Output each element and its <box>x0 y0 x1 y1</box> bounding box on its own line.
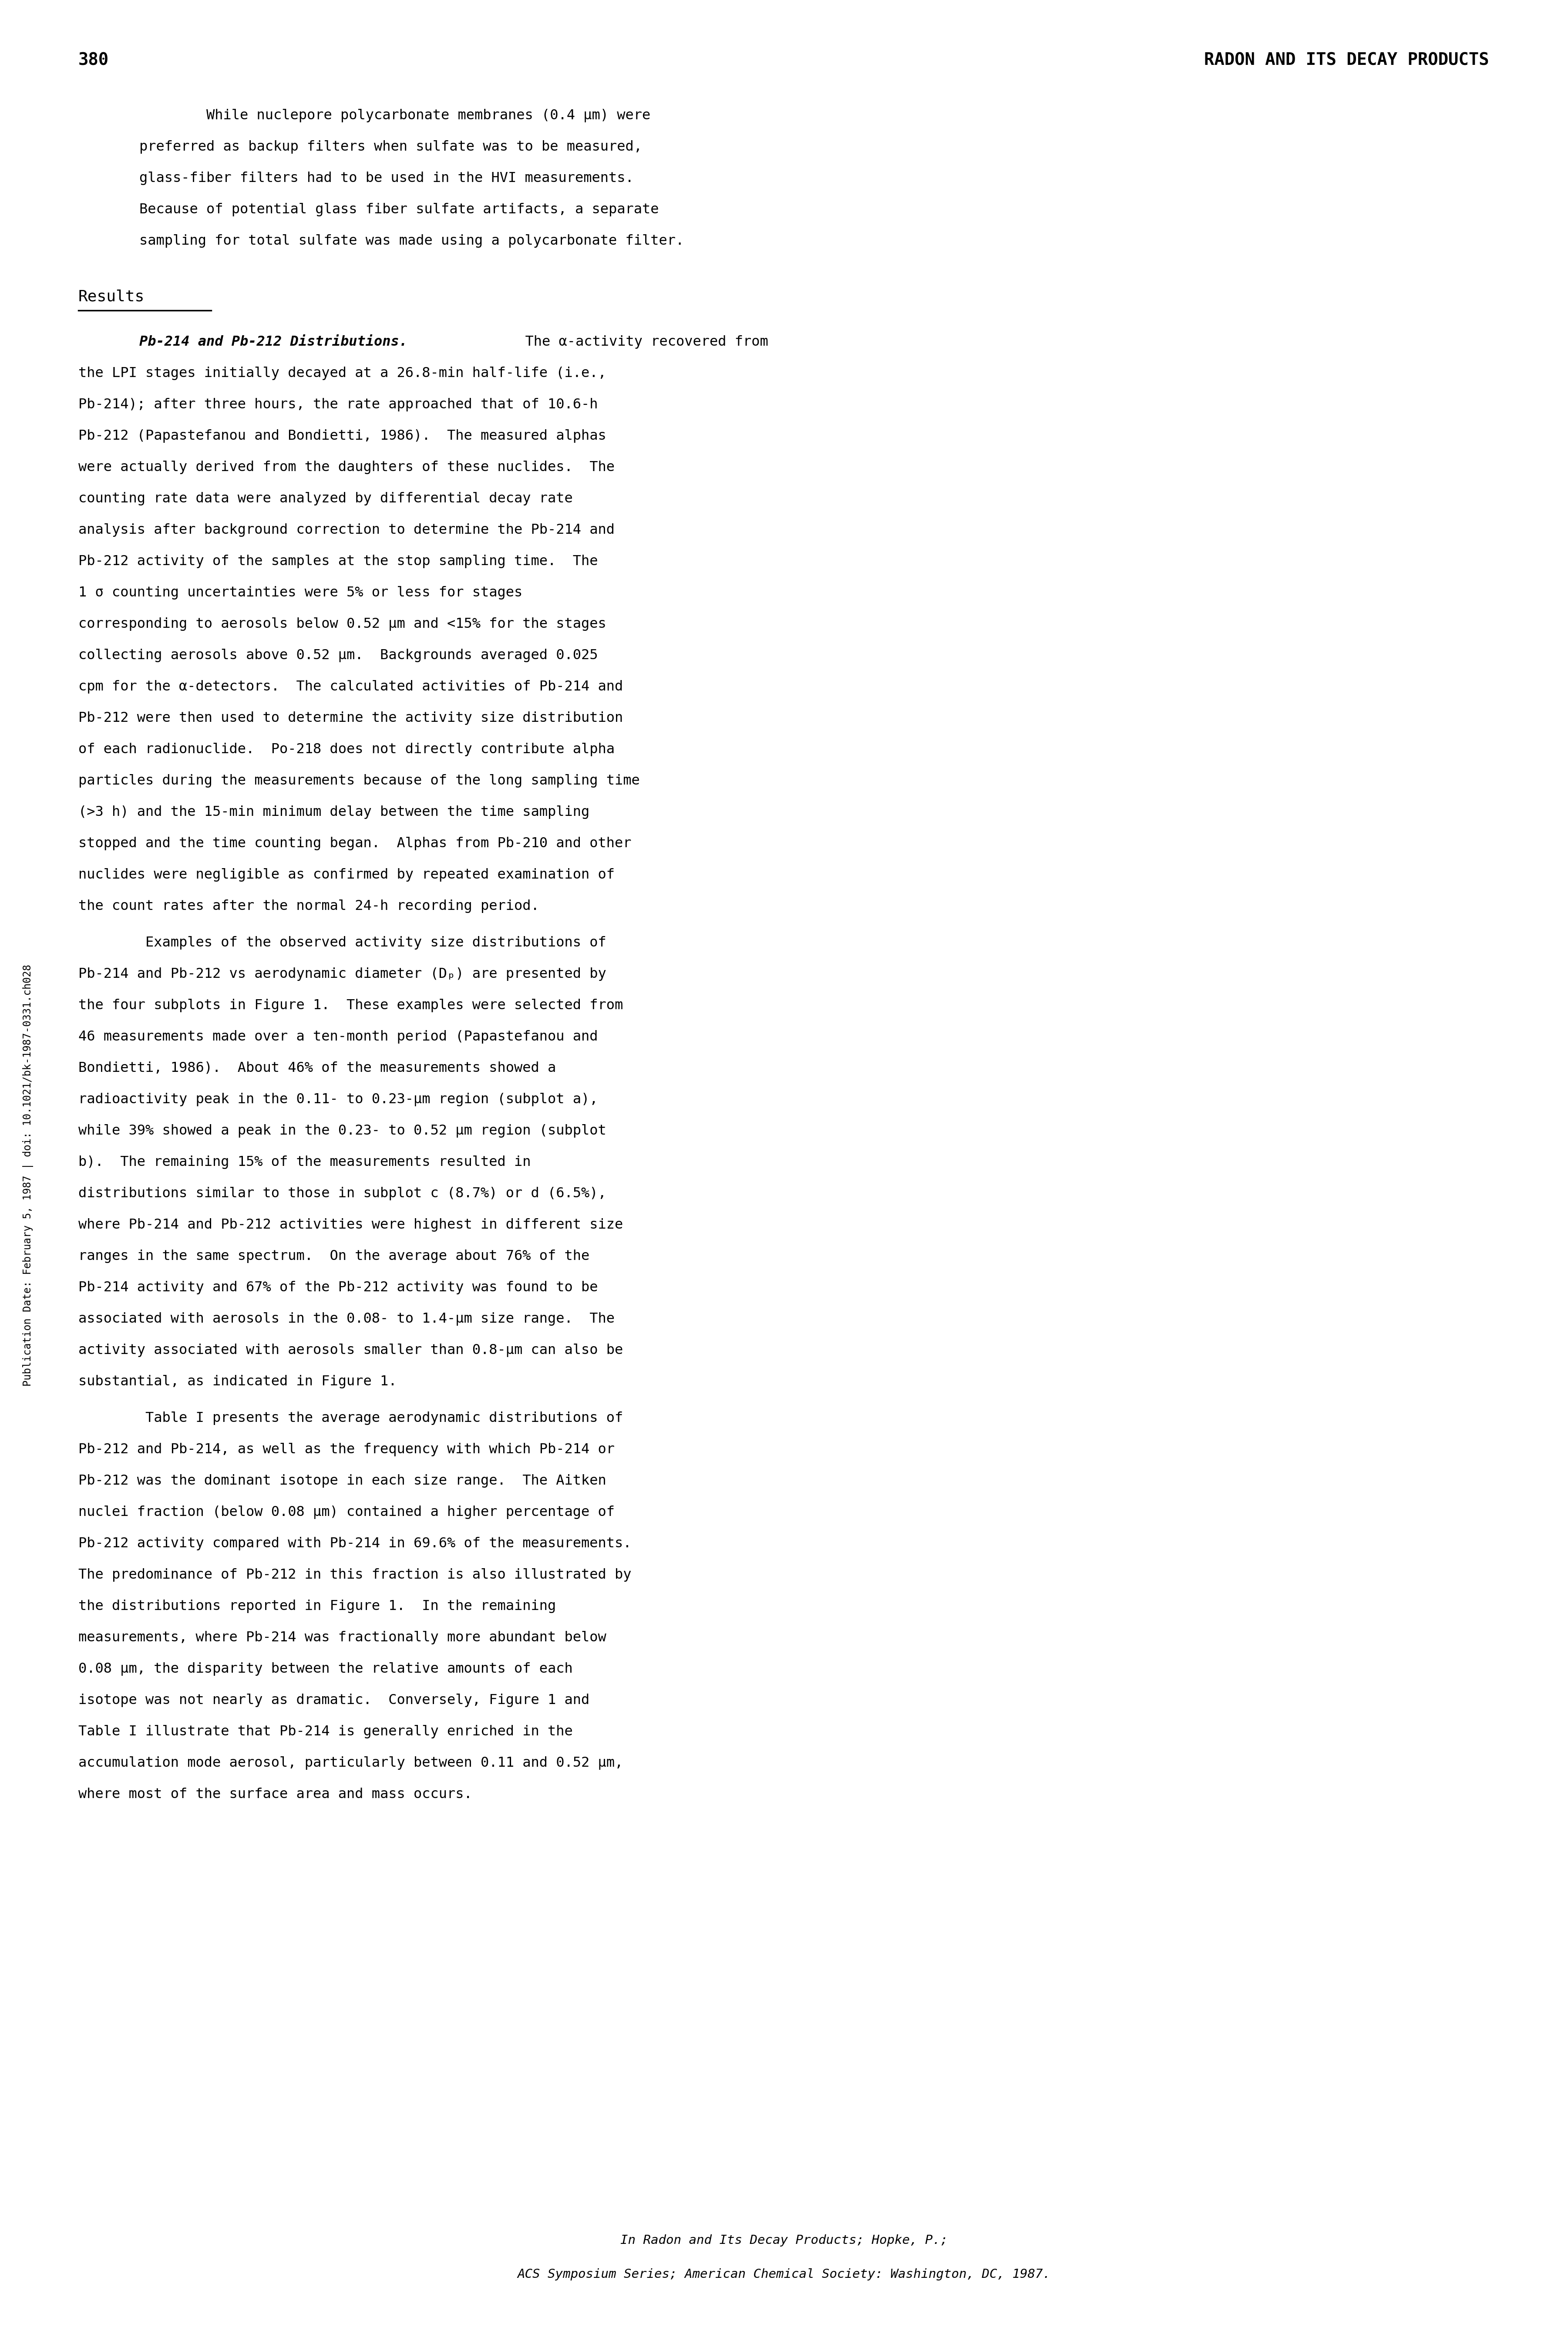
Text: of each radionuclide.  Po-218 does not directly contribute alpha: of each radionuclide. Po-218 does not di… <box>78 743 615 757</box>
Text: while 39% showed a peak in the 0.23- to 0.52 μm region (subplot: while 39% showed a peak in the 0.23- to … <box>78 1124 607 1138</box>
Text: glass-fiber filters had to be used in the HVI measurements.: glass-fiber filters had to be used in th… <box>140 172 633 186</box>
Text: ACS Symposium Series; American Chemical Society: Washington, DC, 1987.: ACS Symposium Series; American Chemical … <box>517 2269 1051 2280</box>
Text: Bondietti, 1986).  About 46% of the measurements showed a: Bondietti, 1986). About 46% of the measu… <box>78 1060 557 1074</box>
Text: where most of the surface area and mass occurs.: where most of the surface area and mass … <box>78 1787 472 1801</box>
Text: Pb-212 and Pb-214, as well as the frequency with which Pb-214 or: Pb-212 and Pb-214, as well as the freque… <box>78 1444 615 1455</box>
Text: sampling for total sulfate was made using a polycarbonate filter.: sampling for total sulfate was made usin… <box>140 235 684 247</box>
Text: associated with aerosols in the 0.08- to 1.4-μm size range.  The: associated with aerosols in the 0.08- to… <box>78 1312 615 1326</box>
Text: substantial, as indicated in Figure 1.: substantial, as indicated in Figure 1. <box>78 1375 397 1389</box>
Text: Pb-212 was the dominant isotope in each size range.  The Aitken: Pb-212 was the dominant isotope in each … <box>78 1474 607 1488</box>
Text: nuclides were negligible as confirmed by repeated examination of: nuclides were negligible as confirmed by… <box>78 868 615 882</box>
Text: were actually derived from the daughters of these nuclides.  The: were actually derived from the daughters… <box>78 461 615 475</box>
Text: Because of potential glass fiber sulfate artifacts, a separate: Because of potential glass fiber sulfate… <box>140 202 659 216</box>
Text: counting rate data were analyzed by differential decay rate: counting rate data were analyzed by diff… <box>78 491 572 505</box>
Text: RADON AND ITS DECAY PRODUCTS: RADON AND ITS DECAY PRODUCTS <box>1204 52 1488 68</box>
Text: cpm for the α-detectors.  The calculated activities of Pb-214 and: cpm for the α-detectors. The calculated … <box>78 679 622 694</box>
Text: the count rates after the normal 24-h recording period.: the count rates after the normal 24-h re… <box>78 900 539 912</box>
Text: radioactivity peak in the 0.11- to 0.23-μm region (subplot a),: radioactivity peak in the 0.11- to 0.23-… <box>78 1093 597 1107</box>
Text: activity associated with aerosols smaller than 0.8-μm can also be: activity associated with aerosols smalle… <box>78 1342 622 1357</box>
Text: isotope was not nearly as dramatic.  Conversely, Figure 1 and: isotope was not nearly as dramatic. Conv… <box>78 1693 590 1707</box>
Text: 0.08 μm, the disparity between the relative amounts of each: 0.08 μm, the disparity between the relat… <box>78 1662 572 1676</box>
Text: Pb-212 activity of the samples at the stop sampling time.  The: Pb-212 activity of the samples at the st… <box>78 555 597 569</box>
Text: Pb-214 and Pb-212 Distributions.: Pb-214 and Pb-212 Distributions. <box>140 336 408 348</box>
Text: The α-activity recovered from: The α-activity recovered from <box>508 336 768 348</box>
Text: (>3 h) and the 15-min minimum delay between the time sampling: (>3 h) and the 15-min minimum delay betw… <box>78 806 590 818</box>
Text: Pb-212 activity compared with Pb-214 in 69.6% of the measurements.: Pb-212 activity compared with Pb-214 in … <box>78 1538 632 1549</box>
Text: ranges in the same spectrum.  On the average about 76% of the: ranges in the same spectrum. On the aver… <box>78 1248 590 1262</box>
Text: accumulation mode aerosol, particularly between 0.11 and 0.52 μm,: accumulation mode aerosol, particularly … <box>78 1756 622 1770</box>
Text: 1 σ counting uncertainties were 5% or less for stages: 1 σ counting uncertainties were 5% or le… <box>78 585 522 600</box>
Text: Pb-212 were then used to determine the activity size distribution: Pb-212 were then used to determine the a… <box>78 712 622 724</box>
Text: Table I presents the average aerodynamic distributions of: Table I presents the average aerodynamic… <box>78 1411 622 1425</box>
Text: corresponding to aerosols below 0.52 μm and <15% for the stages: corresponding to aerosols below 0.52 μm … <box>78 618 607 630</box>
Text: nuclei fraction (below 0.08 μm) contained a higher percentage of: nuclei fraction (below 0.08 μm) containe… <box>78 1505 615 1519</box>
Text: stopped and the time counting began.  Alphas from Pb-210 and other: stopped and the time counting began. Alp… <box>78 837 632 851</box>
Text: preferred as backup filters when sulfate was to be measured,: preferred as backup filters when sulfate… <box>140 141 641 153</box>
Text: Pb-212 (Papastefanou and Bondietti, 1986).  The measured alphas: Pb-212 (Papastefanou and Bondietti, 1986… <box>78 430 607 442</box>
Text: Examples of the observed activity size distributions of: Examples of the observed activity size d… <box>78 936 607 950</box>
Text: Pb-214); after three hours, the rate approached that of 10.6-h: Pb-214); after three hours, the rate app… <box>78 397 597 411</box>
Text: where Pb-214 and Pb-212 activities were highest in different size: where Pb-214 and Pb-212 activities were … <box>78 1218 622 1232</box>
Text: Results: Results <box>78 289 144 303</box>
Text: The predominance of Pb-212 in this fraction is also illustrated by: The predominance of Pb-212 in this fract… <box>78 1568 632 1582</box>
Text: Pb-214 activity and 67% of the Pb-212 activity was found to be: Pb-214 activity and 67% of the Pb-212 ac… <box>78 1281 597 1295</box>
Text: collecting aerosols above 0.52 μm.  Backgrounds averaged 0.025: collecting aerosols above 0.52 μm. Backg… <box>78 649 597 663</box>
Text: While nuclepore polycarbonate membranes (0.4 μm) were: While nuclepore polycarbonate membranes … <box>140 108 651 122</box>
Text: the distributions reported in Figure 1.  In the remaining: the distributions reported in Figure 1. … <box>78 1599 557 1613</box>
Text: analysis after background correction to determine the Pb-214 and: analysis after background correction to … <box>78 524 615 536</box>
Text: Table I illustrate that Pb-214 is generally enriched in the: Table I illustrate that Pb-214 is genera… <box>78 1726 572 1737</box>
Text: measurements, where Pb-214 was fractionally more abundant below: measurements, where Pb-214 was fractiona… <box>78 1632 607 1643</box>
Text: particles during the measurements because of the long sampling time: particles during the measurements becaus… <box>78 773 640 788</box>
Text: In Radon and Its Decay Products; Hopke, P.;: In Radon and Its Decay Products; Hopke, … <box>621 2233 947 2248</box>
Text: b).  The remaining 15% of the measurements resulted in: b). The remaining 15% of the measurement… <box>78 1154 532 1168</box>
Text: 380: 380 <box>78 52 108 68</box>
Text: Publication Date: February 5, 1987 | doi: 10.1021/bk-1987-0331.ch028: Publication Date: February 5, 1987 | doi… <box>24 964 34 1387</box>
Text: distributions similar to those in subplot c (8.7%) or d (6.5%),: distributions similar to those in subplo… <box>78 1187 607 1201</box>
Text: Pb-214 and Pb-212 vs aerodynamic diameter (Dₚ) are presented by: Pb-214 and Pb-212 vs aerodynamic diamete… <box>78 966 607 980</box>
Text: the LPI stages initially decayed at a 26.8-min half-life (i.e.,: the LPI stages initially decayed at a 26… <box>78 367 607 381</box>
Text: the four subplots in Figure 1.  These examples were selected from: the four subplots in Figure 1. These exa… <box>78 999 622 1013</box>
Text: 46 measurements made over a ten-month period (Papastefanou and: 46 measurements made over a ten-month pe… <box>78 1030 597 1044</box>
